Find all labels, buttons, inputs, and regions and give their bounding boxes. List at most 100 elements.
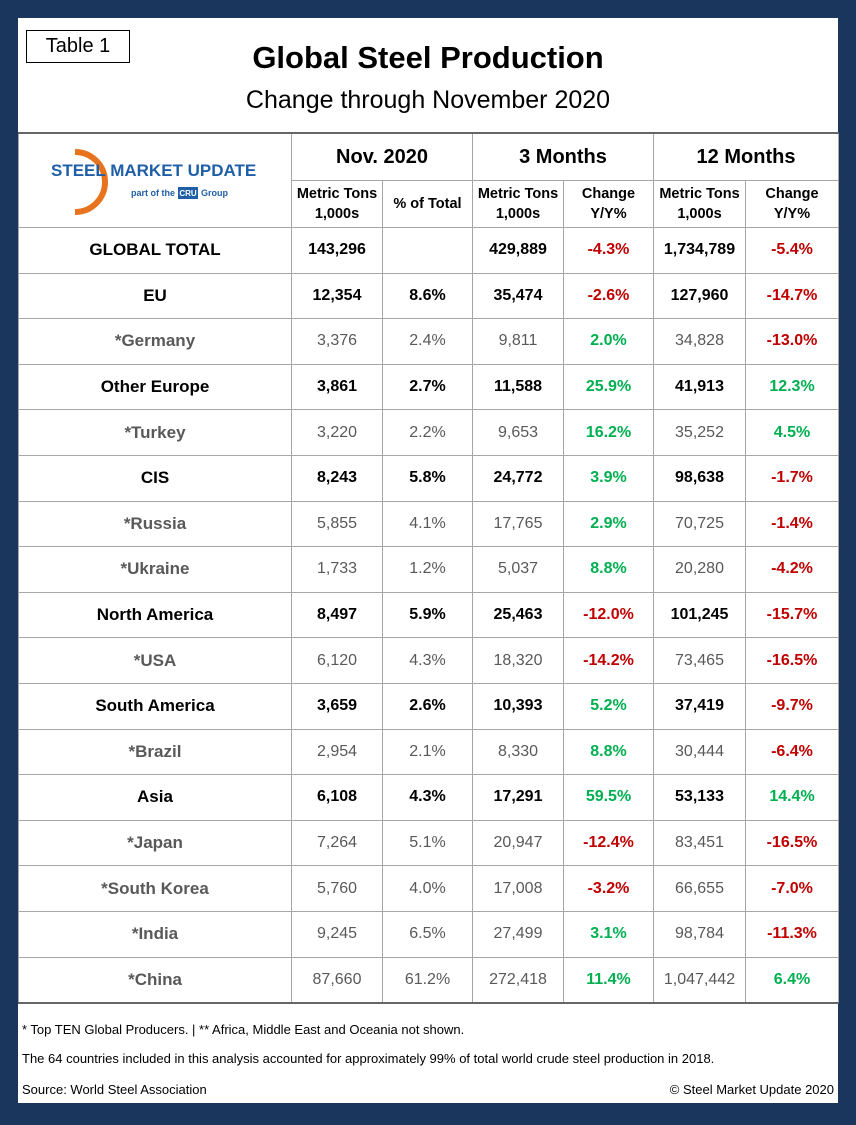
row: *Germany 3,376 2.4% 9,811 2.0% 34,828 -13.0% [18,318,839,365]
cell: 1,733 [291,546,383,593]
cell: 127,960 [653,272,746,320]
row-label: *Russia [18,500,292,548]
cell: 35,252 [653,409,746,456]
cell: 4.5% [745,409,839,456]
cell: 20,947 [472,819,564,867]
cell: -1.7% [745,454,839,502]
cell: 6,120 [291,637,383,684]
cell: 14.4% [745,774,839,821]
cell [382,227,473,274]
cell: 2,954 [291,728,383,776]
row: *Turkey 3,220 2.2% 9,653 16.2% 35,252 4.5% [18,409,839,456]
cell: 2.4% [382,318,473,365]
logo-group: Group [201,188,228,198]
row-label: Asia [18,774,292,821]
cell: 3.1% [563,910,654,958]
cell: 25,463 [472,591,564,639]
cell: -1.4% [745,500,839,548]
column-header-line: 1,000s [314,206,360,222]
cell: 8.8% [563,728,654,776]
cell: 3,659 [291,682,383,730]
cell: -3.2% [563,865,654,912]
row-label: *USA [18,637,292,684]
cell: 53,133 [653,774,746,821]
cell: 9,245 [291,910,383,958]
cell: -14.7% [745,272,839,320]
column-header: Metric Tons 1,000s [653,180,746,228]
row-label: *Brazil [18,728,292,776]
row: *South Korea 5,760 4.0% 17,008 -3.2% 66,655 -7… [18,865,839,912]
cell: 2.2% [382,409,473,456]
row: *Russia 5,855 4.1% 17,765 2.9% 70,725 -1.4% [18,500,839,548]
row-label: Other Europe [18,363,292,411]
cell: 2.6% [382,682,473,730]
cell: 4.0% [382,865,473,912]
row-label: *Ukraine [18,546,292,593]
cell: 101,245 [653,591,746,639]
row-label: GLOBAL TOTAL [18,227,292,274]
cell: 3.9% [563,454,654,502]
cell: 41,913 [653,363,746,411]
cell: -15.7% [745,591,839,639]
cell: 5,855 [291,500,383,548]
column-header-line: Metric Tons [477,186,559,202]
cell: 6.4% [745,956,839,1004]
cell: 24,772 [472,454,564,502]
cell: 98,638 [653,454,746,502]
cell: 12,354 [291,272,383,320]
cell: 87,660 [291,956,383,1004]
cell: 6,108 [291,774,383,821]
cell: 8.8% [563,546,654,593]
cell: 9,811 [472,318,564,365]
column-header: Change Y/Y% [745,180,839,228]
cell: 2.7% [382,363,473,411]
cell: 4.3% [382,637,473,684]
cell: -14.2% [563,637,654,684]
cell: 272,418 [472,956,564,1004]
cell: 37,419 [653,682,746,730]
cell: 18,320 [472,637,564,684]
cell: 1,734,789 [653,227,746,274]
cell: -12.4% [563,819,654,867]
logo: STEEL MARKET UPDATE part of the CRU Grou… [51,148,256,215]
cell: 59.5% [563,774,654,821]
cell: 17,765 [472,500,564,548]
cell: 1.2% [382,546,473,593]
column-row: Metric Tons 1,000s % of Total Metric Tons 1,… [19,180,839,228]
column-header-line: 1,000s [677,206,722,222]
cell: 2.1% [382,728,473,776]
cell: -6.4% [745,728,839,776]
cell: 9,653 [472,409,564,456]
table: STEEL MARKET UPDATE part of the CRU Grou… [18,132,839,1005]
cell: 20,280 [653,546,746,593]
cell: 16.2% [563,409,654,456]
cell: -13.0% [745,318,839,365]
cell: 5.1% [382,819,473,867]
subtitle: Change through November 2020 [245,86,611,114]
cell: 17,291 [472,774,564,821]
cell: 12.3% [745,363,839,411]
cell: -16.5% [745,819,839,867]
cell: -12.0% [563,591,654,639]
title: Global Steel Production [252,40,604,75]
row: South America 3,659 2.6% 10,393 5.2% 37,419 -9… [18,682,839,730]
logo-name: STEEL MARKET UPDATE [51,161,256,180]
cell: 2.9% [563,500,654,548]
cell: 8,330 [472,728,564,776]
group-header: Nov. 2020 [291,132,473,181]
cell: -4.3% [563,227,654,274]
logo-badge [178,186,198,199]
group-header: 12 Months [653,132,839,181]
cell: 3,861 [291,363,383,411]
column-header-line: % of Total [393,196,462,212]
row: *Brazil 2,954 2.1% 8,330 8.8% 30,444 -6.4% [18,728,839,776]
cell: 11.4% [563,956,654,1004]
panel: Table 1 Global Steel Production Change t… [18,18,839,1103]
row-label: *China [18,956,292,1004]
row: *India 9,245 6.5% 27,499 3.1% 98,784 -11.3% [18,910,839,958]
cell: 11,588 [472,363,564,411]
cell: 98,784 [653,910,746,958]
cell: 3,376 [291,318,383,365]
table-label: Table 1 [26,30,130,63]
row: CIS 8,243 5.8% 24,772 3.9% 98,638 -1.7% [18,454,839,502]
